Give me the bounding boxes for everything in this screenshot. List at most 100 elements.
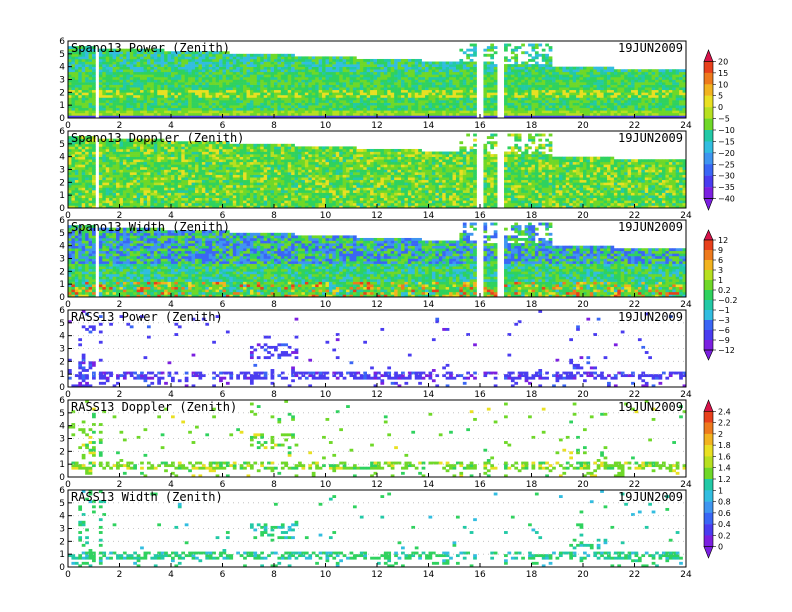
heat-cell [607, 84, 611, 88]
heat-cell [136, 148, 141, 152]
heat-cell [140, 76, 144, 80]
heat-cell [644, 69, 649, 73]
heat-cell [359, 110, 364, 114]
heat-cell [682, 102, 687, 106]
heat-cell [146, 169, 151, 173]
heat-cell [418, 79, 422, 83]
heat-cell [617, 82, 622, 85]
heat-cell [634, 89, 639, 93]
heat-cell [315, 107, 319, 111]
heat-cell [133, 205, 137, 209]
heat-cell [679, 71, 683, 75]
heat-cell [672, 100, 676, 103]
heat-cell [116, 190, 120, 193]
heat-cell [473, 76, 477, 80]
heat-cell [541, 105, 546, 109]
heat-cell [119, 179, 124, 183]
heat-cell [490, 92, 495, 96]
heat-cell [267, 105, 271, 109]
heat-cell [212, 74, 216, 78]
heat-cell [229, 74, 234, 78]
heat-cell [256, 79, 261, 83]
heat-cell [431, 89, 436, 93]
heat-cell [119, 172, 124, 175]
heat-cell [164, 174, 168, 178]
heat-cell [109, 148, 113, 152]
heat-cell [102, 82, 107, 85]
heat-cell [524, 112, 529, 116]
heat-cell [617, 112, 622, 116]
heat-cell [201, 84, 206, 88]
heat-cell [164, 184, 168, 188]
heat-cell [534, 100, 539, 103]
heat-cell [569, 87, 573, 91]
heat-cell [146, 69, 151, 73]
heat-cell [167, 159, 172, 163]
heat-cell [222, 87, 227, 91]
heat-cell [383, 82, 388, 85]
heat-cell [593, 74, 598, 78]
heat-cell [579, 89, 584, 93]
heat-cell [177, 53, 182, 57]
heat-cell [205, 89, 210, 93]
heat-cell [74, 192, 79, 196]
heat-cell [212, 102, 216, 106]
heat-cell [171, 89, 175, 93]
heat-cell [524, 110, 529, 114]
heat-cell [119, 164, 124, 168]
heat-cell [311, 105, 316, 109]
heat-cell [274, 58, 278, 62]
heat-cell [510, 76, 515, 80]
heat-cell [634, 105, 639, 109]
heat-cell [298, 87, 302, 91]
heat-cell [579, 92, 584, 96]
heat-cell [212, 71, 216, 75]
heat-cell [668, 94, 673, 98]
heat-cell [74, 172, 79, 175]
heat-cell [88, 161, 93, 165]
heat-cell [617, 110, 622, 114]
heat-cell [198, 100, 203, 103]
heat-cell [631, 107, 635, 111]
heat-cell [631, 102, 635, 106]
heat-cell [445, 92, 450, 96]
heat-cell [514, 110, 519, 114]
heat-cell [215, 89, 220, 93]
heat-cell [102, 187, 107, 191]
heat-cell [150, 66, 155, 70]
heat-cell [116, 48, 120, 52]
heat-cell [126, 51, 131, 55]
heat-cell [71, 69, 76, 73]
heat-cell [607, 71, 611, 75]
heat-cell [469, 97, 474, 101]
heat-cell [198, 84, 203, 88]
heat-cell [648, 107, 652, 111]
heat-cell [462, 69, 467, 73]
heat-cell [541, 97, 546, 101]
heat-cell [548, 112, 553, 116]
heat-cell [198, 97, 203, 101]
heat-cell [641, 89, 646, 93]
heat-cell [150, 177, 155, 181]
heat-cell [225, 102, 230, 106]
heat-cell [122, 87, 127, 91]
heat-cell [620, 84, 625, 88]
x-tick-label: 22 [629, 121, 640, 131]
heat-cell [68, 69, 72, 73]
heat-cell [270, 110, 275, 114]
heat-cell [260, 56, 264, 60]
heat-cell [119, 154, 124, 157]
heat-cell [122, 154, 127, 157]
heat-cell [270, 74, 275, 78]
heat-cell [342, 100, 347, 103]
heat-cell [435, 92, 440, 96]
heat-cell [109, 182, 113, 186]
heat-cell [105, 177, 110, 181]
heat-cell [153, 61, 158, 65]
heat-cell [105, 97, 110, 101]
heat-cell [184, 110, 189, 114]
heat-cell [153, 79, 158, 83]
heat-cell [81, 89, 86, 93]
heat-cell [397, 92, 402, 96]
heat-cell [78, 82, 83, 85]
